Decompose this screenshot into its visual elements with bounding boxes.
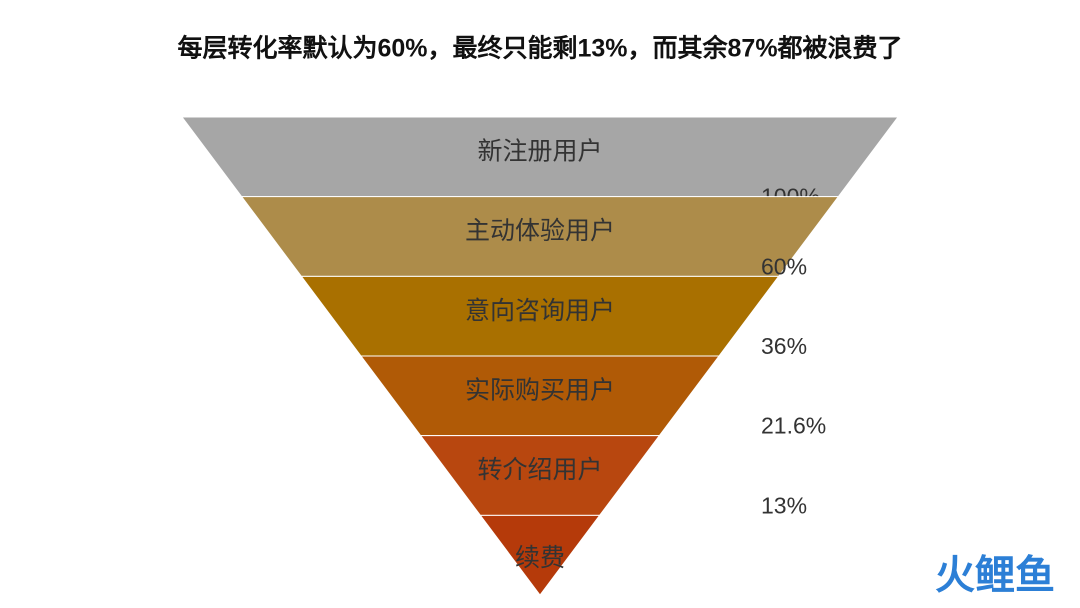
watermark: 火鲤鱼: [935, 554, 1055, 598]
value-label: 60%: [761, 253, 807, 279]
value-label: 21.6%: [761, 413, 826, 439]
stage-label: 实际购买用户: [465, 376, 615, 404]
funnel: 新注册用户100%主动体验用户60%意向咨询用户36%实际购买用户21.6%转介…: [181, 116, 899, 596]
stage-label: 新注册用户: [477, 137, 602, 165]
stage-label: 主动体验用户: [465, 217, 615, 245]
value-label: 13%: [761, 492, 807, 518]
stage-label: 意向咨询用户: [465, 297, 615, 325]
chart-title: 每层转化率默认为60%，最终只能剩13%，而其余87%都被浪费了: [177, 34, 902, 63]
value-label: 36%: [761, 333, 807, 359]
funnel-layer: [479, 514, 601, 596]
stage-label: 转介绍用户: [477, 456, 602, 484]
stage-label: 续费: [515, 544, 565, 572]
